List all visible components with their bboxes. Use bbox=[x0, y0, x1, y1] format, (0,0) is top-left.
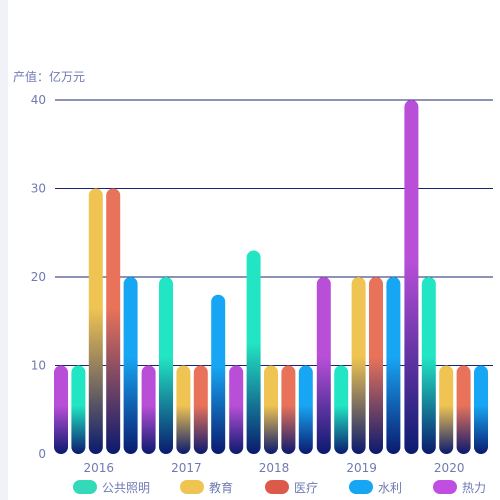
y-axis-label: 产值：亿万元 bbox=[13, 70, 86, 84]
legend-swatch bbox=[433, 480, 457, 494]
bar-2017-热力[interactable] bbox=[141, 365, 156, 455]
legend: 公共照明 教育 医疗 水利 热力 bbox=[0, 478, 500, 498]
bar-2016-教育[interactable] bbox=[88, 188, 103, 455]
x-tick-label: 2018 bbox=[259, 461, 290, 475]
bar-2019-教育[interactable] bbox=[351, 277, 366, 454]
bar-2020-水利[interactable] bbox=[474, 365, 488, 455]
legend-swatch bbox=[180, 480, 204, 494]
bar-2020-医疗[interactable] bbox=[456, 365, 471, 455]
bar-2016-医疗[interactable] bbox=[106, 188, 121, 455]
legend-label: 热力 bbox=[462, 480, 487, 495]
bars bbox=[54, 100, 488, 454]
bar-2018-水利[interactable] bbox=[298, 365, 313, 455]
bar-2020-公共照明[interactable] bbox=[421, 277, 436, 454]
legend-label: 教育 bbox=[209, 480, 234, 495]
x-tick-label: 2017 bbox=[171, 461, 202, 475]
bar-2019-热力[interactable] bbox=[316, 277, 331, 454]
bar-2018-热力[interactable] bbox=[229, 365, 244, 455]
y-tick-label: 0 bbox=[38, 447, 46, 461]
bar-2017-医疗[interactable] bbox=[193, 365, 208, 455]
bar-2020-热力[interactable] bbox=[404, 100, 419, 454]
bar-2018-医疗[interactable] bbox=[281, 365, 296, 455]
legend-item[interactable]: 医疗 bbox=[265, 478, 318, 496]
y-tick-label: 30 bbox=[31, 182, 46, 196]
legend-swatch bbox=[265, 480, 289, 494]
x-tick-label: 2020 bbox=[434, 461, 465, 475]
bar-2016-公共照明[interactable] bbox=[71, 365, 86, 455]
legend-item[interactable]: 公共照明 bbox=[73, 478, 150, 496]
bar-2018-公共照明[interactable] bbox=[246, 250, 261, 454]
legend-label: 医疗 bbox=[294, 480, 319, 495]
left-edge-strip bbox=[0, 0, 8, 500]
bar-2017-公共照明[interactable] bbox=[159, 277, 173, 454]
legend-swatch bbox=[349, 480, 373, 494]
bar-2020-教育[interactable] bbox=[439, 365, 454, 455]
bar-2019-水利[interactable] bbox=[386, 277, 401, 454]
legend-swatch bbox=[73, 480, 97, 494]
legend-item[interactable]: 热力 bbox=[433, 478, 486, 496]
legend-label: 公共照明 bbox=[102, 480, 151, 495]
bar-2016-热力[interactable] bbox=[54, 365, 68, 455]
bar-2018-教育[interactable] bbox=[264, 365, 278, 455]
x-tick-labels: 2016 2017 2018 2019 2020 bbox=[84, 461, 465, 475]
x-tick-label: 2019 bbox=[346, 461, 377, 475]
legend-label: 水利 bbox=[378, 480, 403, 495]
legend-item[interactable]: 水利 bbox=[349, 478, 402, 496]
x-tick-label: 2016 bbox=[84, 461, 115, 475]
bar-2019-公共照明[interactable] bbox=[334, 365, 349, 455]
legend-item[interactable]: 教育 bbox=[180, 478, 233, 496]
bar-2019-医疗[interactable] bbox=[369, 277, 383, 454]
bar-2016-水利[interactable] bbox=[123, 277, 138, 454]
bar-2017-水利[interactable] bbox=[211, 294, 226, 454]
bar-2017-教育[interactable] bbox=[176, 365, 191, 455]
y-tick-labels: 0 10 20 30 40 bbox=[31, 93, 46, 461]
y-tick-label: 20 bbox=[31, 270, 46, 284]
y-tick-label: 10 bbox=[31, 359, 46, 373]
y-tick-label: 40 bbox=[31, 93, 46, 107]
